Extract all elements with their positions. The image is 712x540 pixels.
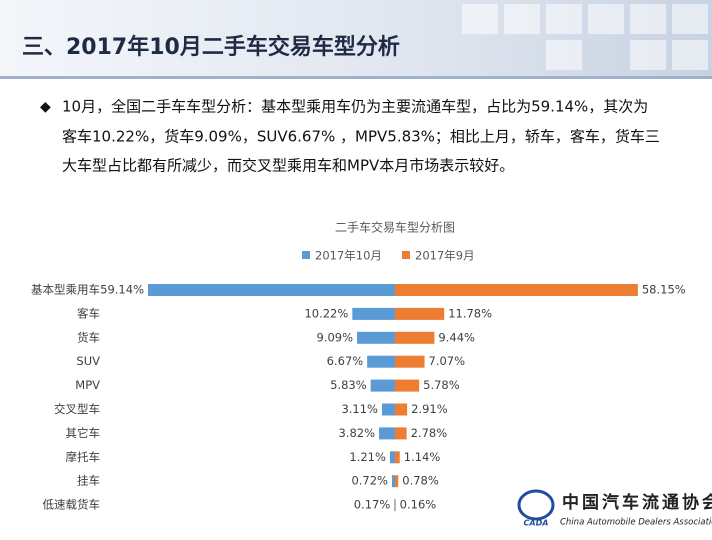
value-label: 9.09%: [316, 330, 353, 344]
bar: [395, 499, 396, 512]
value-label: 5.83%: [330, 378, 367, 392]
bar: [395, 379, 420, 392]
value-label: 1.14%: [404, 450, 441, 464]
value-label: 59.14%: [100, 283, 144, 297]
logo-abbr: CADA: [524, 519, 549, 528]
logo: CADA 中国汽车流通协会 China Automobile Dealers A…: [517, 489, 712, 528]
category-label: MPV: [75, 378, 100, 392]
legend-swatch: [302, 251, 310, 259]
value-label: 0.78%: [402, 474, 439, 488]
bar: [352, 307, 395, 320]
value-label: 9.44%: [438, 330, 475, 344]
bar: [382, 403, 395, 416]
bullet-line: 客车10.22%，货车9.09%，SUV6.67% ，MPV5.83%；相比上月…: [62, 128, 660, 146]
value-label: 0.72%: [351, 474, 388, 488]
category-label: 其它车: [66, 426, 101, 440]
value-label: 7.07%: [429, 354, 466, 368]
value-label: 0.16%: [400, 498, 437, 512]
category-label: 货车: [77, 330, 100, 344]
header-title: 三、2017年10月二手车交易车型分析: [22, 34, 400, 60]
header-rule: [0, 76, 712, 79]
bar: [370, 379, 395, 392]
value-label: 0.17%: [354, 498, 391, 512]
value-label: 3.11%: [341, 402, 378, 416]
value-label: 6.67%: [327, 354, 364, 368]
bar: [395, 331, 435, 344]
legend-swatch: [402, 251, 410, 259]
bullet-line: 大车型占比都有所减少，而交叉型乘用车和MPV本月市场表示较好。: [62, 157, 514, 175]
category-label: SUV: [76, 354, 100, 368]
bar: [394, 499, 395, 512]
bar: [367, 355, 395, 368]
value-label: 10.22%: [304, 306, 348, 320]
bar: [395, 355, 425, 368]
bar: [395, 451, 400, 464]
bar: [391, 475, 395, 488]
bullet-marker: ◆: [40, 99, 51, 115]
value-label: 58.15%: [642, 283, 686, 297]
category-label: 挂车: [77, 474, 100, 488]
value-label: 2.78%: [411, 426, 448, 440]
category-label: 客车: [77, 306, 100, 320]
bar: [148, 284, 395, 296]
logo-english: China Automobile Dealers Association: [560, 518, 712, 528]
logo-mark: [517, 489, 555, 521]
bar: [395, 307, 445, 320]
bar: [395, 475, 399, 488]
value-label: 5.78%: [423, 378, 460, 392]
chart-title: 二手车交易车型分析图: [335, 220, 455, 235]
bar: [395, 427, 407, 440]
category-label: 摩托车: [66, 450, 101, 464]
logo-name: 中国汽车流通协会: [562, 492, 712, 513]
bar: [395, 284, 638, 296]
bullet-line: 10月，全国二手车车型分析：基本型乘用车仍为主要流通车型，占比为59.14%，其…: [62, 98, 648, 116]
value-label: 11.78%: [448, 306, 492, 320]
bar: [357, 331, 395, 344]
value-label: 1.21%: [349, 450, 386, 464]
value-label: 2.91%: [411, 402, 448, 416]
category-label: 基本型乘用车: [31, 283, 100, 297]
value-label: 3.82%: [338, 426, 375, 440]
bar: [395, 403, 408, 416]
category-label: 交叉型车: [54, 402, 100, 416]
header-decoration: [462, 4, 708, 70]
legend-label: 2017年10月: [315, 249, 382, 263]
bar: [389, 451, 395, 464]
legend-label: 2017年9月: [415, 249, 475, 263]
category-label: 低速载货车: [43, 498, 101, 512]
bar: [379, 427, 395, 440]
